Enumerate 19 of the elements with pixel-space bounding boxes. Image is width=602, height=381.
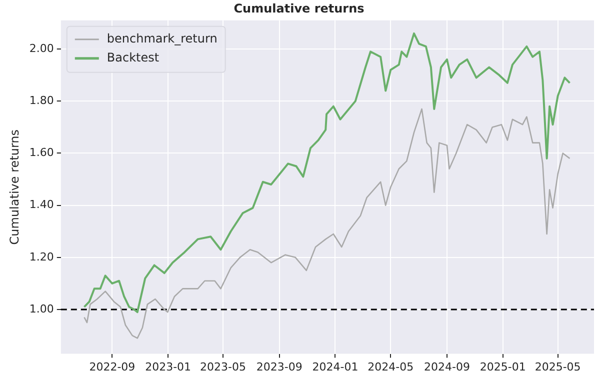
x-tick-label: 2024-05 bbox=[368, 360, 414, 374]
x-tick-label: 2023-05 bbox=[200, 360, 246, 374]
y-tick-label: 1.20 bbox=[29, 250, 54, 264]
y-tick-label: 1.00 bbox=[29, 302, 54, 316]
chart-title: Cumulative returns bbox=[234, 1, 364, 16]
legend-label: Backtest bbox=[106, 50, 160, 65]
x-tick-label: 2025-01 bbox=[480, 360, 526, 374]
y-tick-label: 1.80 bbox=[29, 94, 54, 108]
x-tick-label: 2024-01 bbox=[312, 360, 358, 374]
x-tick-label: 2023-01 bbox=[145, 360, 192, 374]
y-axis-title: Cumulative returns bbox=[7, 129, 22, 245]
x-tick-label: 2023-09 bbox=[256, 360, 302, 374]
x-tick-label: 2022-09 bbox=[89, 360, 136, 374]
y-tick-label: 1.40 bbox=[29, 198, 54, 212]
y-tick-label: 1.60 bbox=[29, 146, 54, 160]
y-tick-label: 2.00 bbox=[29, 42, 54, 55]
x-tick-label: 2025-05 bbox=[534, 360, 581, 374]
x-tick-label: 2024-09 bbox=[424, 360, 470, 374]
legend-label: benchmark_return bbox=[106, 32, 218, 46]
